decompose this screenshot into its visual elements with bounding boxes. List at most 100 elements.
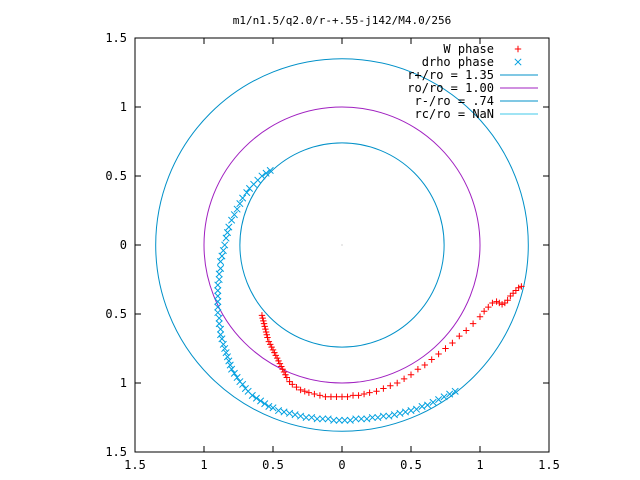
legend-label: rc/ro = NaN bbox=[415, 107, 494, 121]
drho-phase-point bbox=[341, 416, 349, 424]
drho-phase-point bbox=[214, 281, 222, 289]
drho-phase-point bbox=[286, 409, 294, 417]
y-tick-label: 0.5 bbox=[105, 307, 127, 321]
y-tick-label: 0.5 bbox=[105, 169, 127, 183]
drho-phase-point bbox=[214, 286, 222, 295]
drho-phase-point bbox=[357, 415, 365, 423]
w-phase-point bbox=[260, 320, 268, 327]
w-phase-point bbox=[275, 357, 282, 365]
y-tick-label: 1.5 bbox=[105, 445, 127, 459]
w-phase-point bbox=[428, 356, 435, 363]
drho-phase-point bbox=[352, 415, 360, 423]
w-phase-point bbox=[293, 383, 300, 391]
y-tick-label: 1.5 bbox=[105, 31, 127, 45]
drho-phase-point bbox=[225, 357, 233, 365]
drho-phase-point bbox=[330, 416, 338, 424]
drho-phase-point bbox=[313, 415, 321, 423]
x-tick-label: 1.5 bbox=[538, 458, 560, 472]
drho-phase-point bbox=[218, 335, 226, 343]
w-phase-point bbox=[273, 354, 281, 362]
w-phase-point bbox=[322, 393, 329, 400]
drho-phase-point bbox=[302, 413, 310, 422]
drho-phase-point bbox=[446, 390, 454, 398]
w-phase-point bbox=[387, 382, 394, 389]
w-phase-point bbox=[283, 374, 290, 381]
w-phase-point bbox=[344, 393, 351, 400]
w-phase-point bbox=[264, 334, 271, 341]
drho-phase-point bbox=[217, 264, 225, 273]
drho-phase-point bbox=[265, 402, 273, 411]
drho-phase-point bbox=[219, 246, 227, 255]
drho-phase-point bbox=[266, 166, 274, 175]
drho-phase-point bbox=[291, 411, 299, 419]
w-phase-point bbox=[394, 379, 401, 387]
drho-phase-point bbox=[262, 169, 270, 177]
drho-phase-point bbox=[385, 412, 393, 420]
w-phase-point bbox=[421, 361, 428, 369]
drho-phase-point bbox=[217, 325, 225, 333]
w-phase-point bbox=[261, 323, 268, 330]
w-phase-point bbox=[366, 389, 373, 396]
drho-phase-point bbox=[346, 416, 354, 424]
drho-phase-point bbox=[233, 373, 241, 382]
drho-phase-point bbox=[228, 365, 236, 373]
drho-phase-point bbox=[214, 292, 222, 300]
w-phase-point bbox=[286, 378, 293, 385]
legend-marker bbox=[514, 58, 522, 66]
w-phase-point bbox=[512, 287, 520, 294]
drho-phase-point bbox=[223, 229, 232, 237]
drho-phase-point bbox=[230, 211, 238, 219]
w-phase-point bbox=[485, 303, 492, 311]
drho-phase-point bbox=[214, 303, 222, 311]
y-tick-label: 1 bbox=[120, 100, 127, 114]
drho-phase-point bbox=[274, 407, 283, 415]
drho-phase-point bbox=[297, 412, 305, 420]
radius-circle bbox=[155, 58, 529, 432]
w-phase-point bbox=[265, 338, 273, 345]
drho-phase-point bbox=[221, 344, 229, 353]
w-phase-point bbox=[493, 298, 500, 305]
w-phase-point bbox=[435, 350, 442, 358]
drho-phase-point bbox=[223, 353, 232, 361]
axes-layer: 1.5 1 0.5 0 0.5 1 1.51.510.500.511.5 bbox=[105, 31, 560, 472]
w-phase-point bbox=[469, 320, 477, 327]
legend-label: ro/ro = 1.00 bbox=[407, 81, 494, 95]
drho-phase-point bbox=[390, 411, 398, 419]
w-phase-point bbox=[515, 284, 522, 291]
circles-layer bbox=[155, 58, 529, 432]
drho-phase-point bbox=[233, 205, 241, 213]
w-phase-point bbox=[407, 371, 415, 378]
w-phase-point bbox=[297, 386, 304, 394]
drho-phase-point bbox=[236, 200, 244, 208]
drho-phase-point bbox=[215, 275, 223, 284]
w-phase-point bbox=[278, 363, 285, 370]
drho-phase-point bbox=[222, 349, 230, 357]
drho-phase-point bbox=[230, 369, 238, 377]
drho-phase-point bbox=[219, 340, 227, 348]
legend-label: r-/ro = .74 bbox=[415, 94, 494, 108]
x-tick-label: 1.5 bbox=[124, 458, 146, 472]
w-phase-point bbox=[349, 392, 357, 399]
w-phase-point bbox=[327, 393, 335, 400]
drho-phase-point bbox=[335, 416, 343, 424]
w-phase-point bbox=[463, 327, 470, 334]
drho-phase-point bbox=[239, 194, 247, 202]
drho-phase-point bbox=[245, 184, 254, 192]
drho-phase-point bbox=[429, 398, 437, 406]
drho-phase-point bbox=[221, 241, 229, 249]
drho-phase-point bbox=[243, 189, 251, 197]
w-phase-point bbox=[269, 346, 277, 354]
drho-phase-point bbox=[222, 234, 230, 242]
drho-phase-point bbox=[418, 402, 426, 411]
legend-label: r+/ro = 1.35 bbox=[407, 68, 494, 82]
drho-phase-point bbox=[374, 413, 382, 422]
legend-marker bbox=[514, 45, 522, 53]
drho-phase-point bbox=[412, 405, 421, 413]
w-phase-point bbox=[509, 290, 517, 297]
w-phase-point bbox=[276, 360, 284, 367]
legend-label: W phase bbox=[443, 42, 494, 56]
w-phase-point bbox=[400, 375, 408, 383]
w-phase-point bbox=[449, 339, 456, 347]
